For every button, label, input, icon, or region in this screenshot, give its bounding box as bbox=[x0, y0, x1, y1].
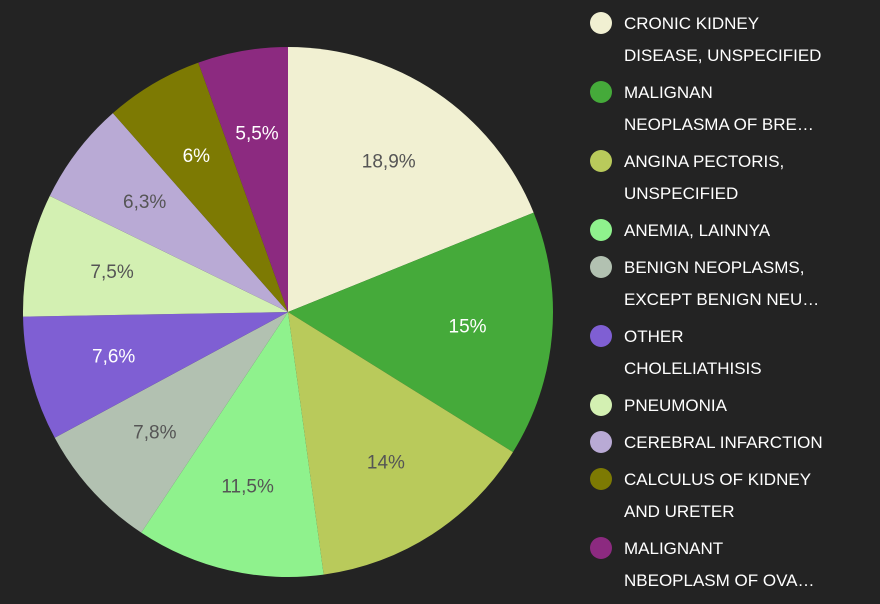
legend-label: CRONIC KIDNEY DISEASE, UNSPECIFIED bbox=[624, 14, 822, 65]
slice bbox=[54, 312, 288, 533]
legend-swatch bbox=[590, 12, 612, 34]
data-label: 15% bbox=[449, 317, 487, 338]
slice bbox=[288, 212, 553, 453]
legend-label: CALCULUS OF KIDNEY AND URETER bbox=[624, 470, 812, 521]
slice bbox=[49, 113, 289, 312]
legend: CRONIC KIDNEY DISEASE, UNSPECIFIED MALIGN… bbox=[580, 8, 880, 602]
legend-label: CEREBRAL INFARCTION bbox=[624, 433, 823, 452]
data-label: 18,9% bbox=[362, 152, 416, 173]
slice bbox=[198, 47, 288, 312]
legend-swatch bbox=[590, 325, 612, 347]
legend-label: MALIGNANT NBEOPLASM OF OVA… bbox=[624, 539, 815, 590]
legend-swatch bbox=[590, 468, 612, 490]
data-label: 7,5% bbox=[90, 262, 133, 283]
legend-swatch bbox=[590, 537, 612, 559]
pie: 18,9% 15% 14% 11,5% 7,8% 7,6% 7,5% 6,3% 6% 5,5% bbox=[23, 47, 553, 578]
legend-item: MALIGNANT NBEOPLASM OF OVA… bbox=[580, 533, 880, 597]
legend-item: OTHER CHOLELIATHISIS bbox=[580, 321, 880, 385]
data-label: 5,5% bbox=[235, 123, 278, 144]
data-label: 7,6% bbox=[92, 347, 135, 368]
legend-item: CRONIC KIDNEY DISEASE, UNSPECIFIED bbox=[580, 8, 880, 72]
data-label: 6,3% bbox=[123, 192, 166, 213]
data-label: 14% bbox=[367, 452, 405, 473]
slice bbox=[288, 47, 534, 312]
slice bbox=[112, 62, 288, 312]
legend-label: ANGINA PECTORIS, UNSPECIFIED bbox=[624, 152, 785, 203]
legend-label: BENIGN NEOPLASMS, EXCEPT BENIGN NEU… bbox=[624, 258, 820, 309]
legend-swatch bbox=[590, 394, 612, 416]
legend-label: MALIGNAN NEOPLASMA OF BRE… bbox=[624, 83, 814, 134]
legend-item: BENIGN NEOPLASMS, EXCEPT BENIGN NEU… bbox=[580, 252, 880, 316]
data-label: 7,8% bbox=[133, 422, 176, 443]
legend-swatch bbox=[590, 431, 612, 453]
data-label: 6% bbox=[183, 146, 211, 167]
legend-label: OTHER CHOLELIATHISIS bbox=[624, 327, 762, 378]
legend-item: CALCULUS OF KIDNEY AND URETER bbox=[580, 464, 880, 528]
slice bbox=[288, 312, 513, 575]
legend-swatch bbox=[590, 81, 612, 103]
legend-item: ANEMIA, LAINNYA bbox=[580, 215, 880, 247]
legend-swatch bbox=[590, 256, 612, 278]
legend-item: ANGINA PECTORIS, UNSPECIFIED bbox=[580, 146, 880, 210]
legend-swatch bbox=[590, 150, 612, 172]
slice bbox=[23, 312, 288, 438]
data-label: 11,5% bbox=[221, 477, 274, 498]
legend-label: PNEUMONIA bbox=[624, 396, 727, 415]
slice bbox=[23, 195, 288, 317]
legend-item: MALIGNAN NEOPLASMA OF BRE… bbox=[580, 77, 880, 141]
legend-item: PNEUMONIA bbox=[580, 390, 880, 422]
slice bbox=[141, 312, 324, 578]
legend-swatch bbox=[590, 219, 612, 241]
legend-label: ANEMIA, LAINNYA bbox=[624, 221, 771, 240]
legend-item: CEREBRAL INFARCTION bbox=[580, 427, 880, 459]
